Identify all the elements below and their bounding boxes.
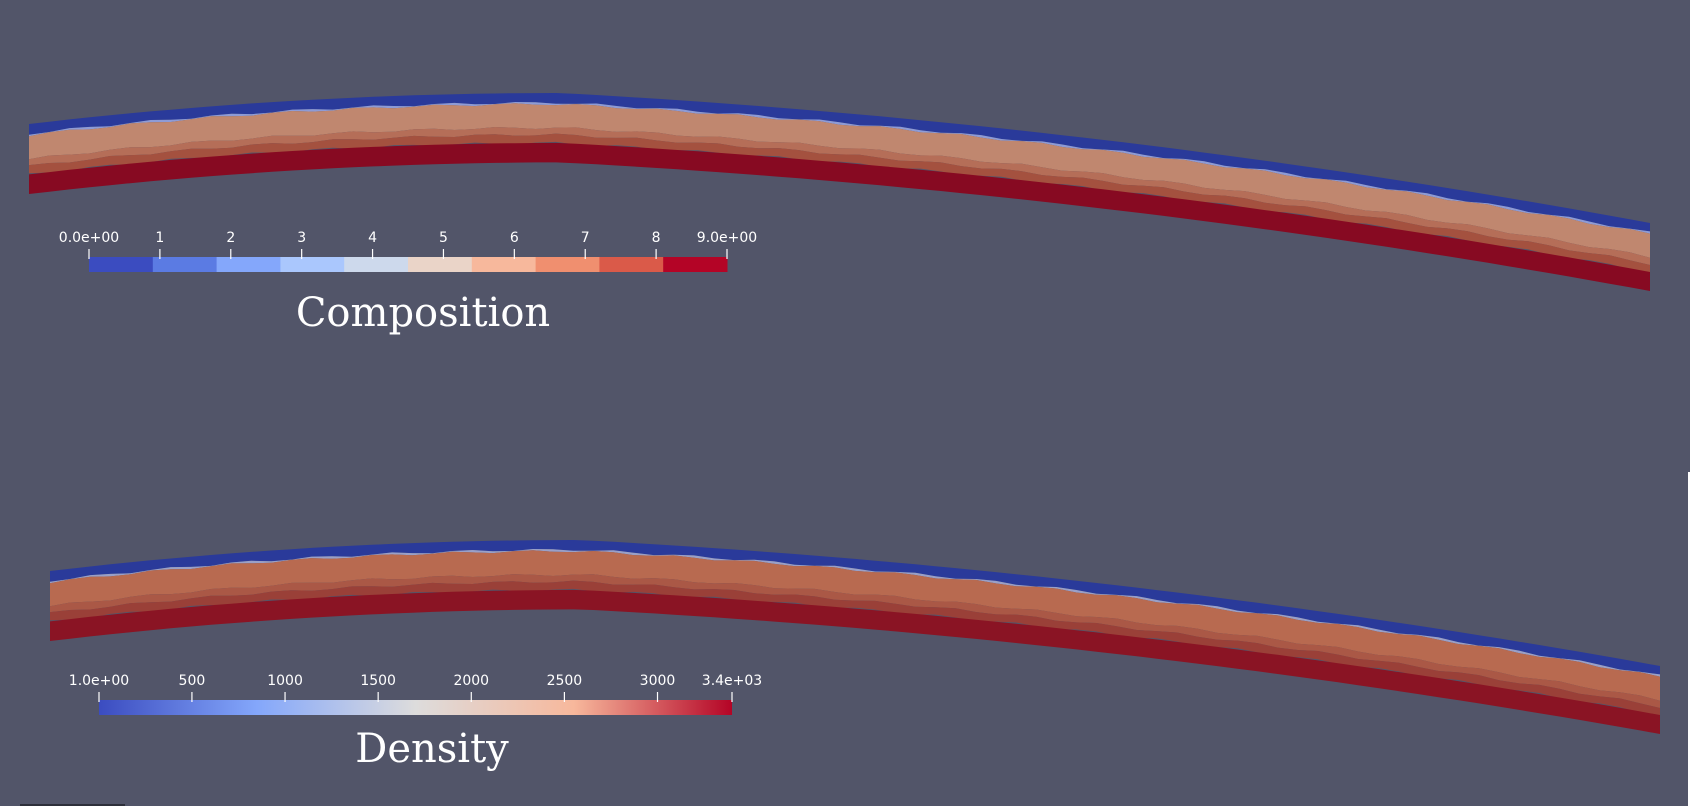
colorbar-tick-label: 2500: [547, 673, 583, 689]
colorbar-tick-label: 1.0e+00: [69, 673, 129, 689]
colorbar-swatch: [344, 257, 409, 272]
colorbar-swatch: [216, 257, 281, 272]
composition-slab: [29, 93, 1650, 291]
colorbar-tick-label: 8: [652, 230, 661, 246]
slab-layer: [29, 103, 1650, 258]
window-edge-artifact-right: [1688, 472, 1690, 806]
colorbar-tick-label: 2000: [453, 673, 489, 689]
density-colorbar: 1.0e+00 500 1000 1500 2000 2500 3000 3.4e+03 De…: [69, 673, 762, 772]
colorbar-swatch: [471, 257, 537, 272]
slab-layer: [50, 580, 1660, 716]
colorbar-tick-label: 6: [510, 230, 519, 246]
colorbar-swatch: [599, 257, 664, 272]
colorbar-tick-label: 2: [226, 230, 235, 246]
colorbar-swatch: [280, 257, 345, 272]
slab-layer: [50, 550, 1660, 701]
window-edge-artifact: [20, 804, 125, 806]
colorbar-tick-label: 3.4e+03: [702, 673, 762, 689]
colorbar-swatch: [663, 257, 728, 272]
composition-colorbar-ticks: 0.0e+00 1 2 3 4 5 6 7 8 9.0e+00: [59, 230, 757, 259]
colorbar-swatch: [535, 257, 600, 272]
density-colorbar-title: Density: [355, 726, 509, 772]
colorbar-tick-label: 1000: [267, 673, 303, 689]
density-slab: [50, 540, 1660, 734]
colorbar-tick-label: 7: [581, 230, 590, 246]
density-colorbar-gradient: [99, 700, 732, 715]
colorbar-tick-label: 1: [155, 230, 164, 246]
colorbar-tick-label: 9.0e+00: [697, 230, 757, 246]
colorbar-swatch: [408, 257, 473, 272]
composition-colorbar-swatches: [89, 257, 728, 272]
colorbar-tick-label: 5: [439, 230, 448, 246]
colorbar-tick-label: 3000: [640, 673, 676, 689]
slab-layer: [29, 142, 1650, 291]
density-colorbar-ticks: 1.0e+00 500 1000 1500 2000 2500 3000 3.4e+03: [69, 673, 762, 702]
colorbar-tick-label: 500: [179, 673, 206, 689]
colorbar-tick-label: 3: [297, 230, 306, 246]
colorbar-tick-label: 1500: [360, 673, 396, 689]
colorbar-tick-label: 4: [368, 230, 377, 246]
slab-layer: [50, 589, 1660, 734]
composition-colorbar-title: Composition: [296, 290, 550, 336]
colorbar-swatch: [152, 257, 218, 272]
colorbar-swatch: [89, 257, 154, 272]
slab-layer: [29, 93, 1650, 232]
slab-layer: [50, 540, 1660, 675]
composition-colorbar: 0.0e+00 1 2 3 4 5 6 7 8 9.0e+00 Composition: [59, 230, 757, 336]
colorbar-tick-label: 0.0e+00: [59, 230, 119, 246]
slab-layer: [29, 133, 1650, 273]
